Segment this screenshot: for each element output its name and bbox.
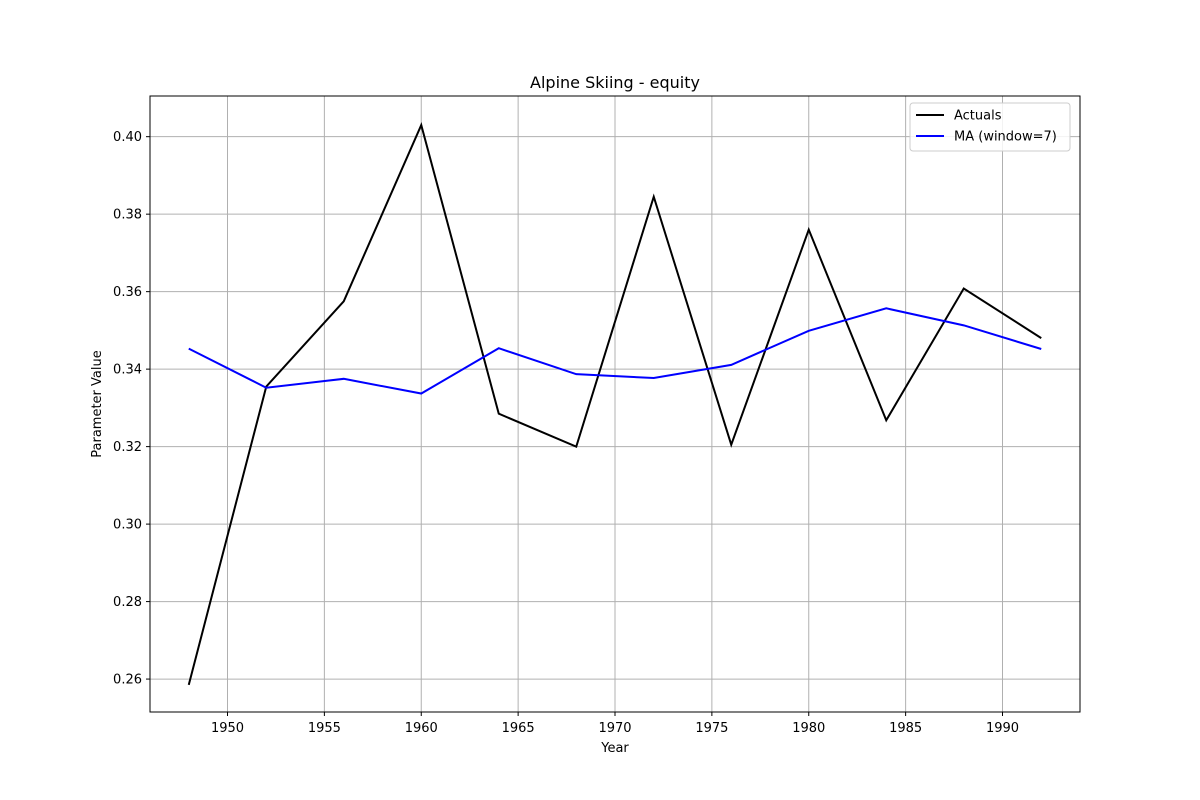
axis-ticks: 1950 1955 1960 1965 1970 1975 1980 1985 1990 0.26… (113, 130, 1019, 736)
y-tick-label: 0.28 (113, 595, 142, 610)
y-tick-label: 0.32 (113, 440, 142, 455)
x-tick-label: 1950 (211, 721, 244, 736)
y-tick-label: 0.30 (113, 518, 142, 533)
x-tick-label: 1955 (308, 721, 341, 736)
y-tick-label: 0.40 (113, 130, 142, 145)
series-layer (187, 122, 1042, 686)
x-tick-label: 1990 (986, 721, 1019, 736)
legend-label: Actuals (954, 109, 1002, 124)
y-tick-label: 0.36 (113, 285, 142, 300)
legend-box (909, 102, 1071, 152)
chart-title: Alpine Skiing - equity (530, 73, 700, 92)
y-tick-label: 0.26 (113, 673, 142, 688)
legend: Actuals MA (window=7) (909, 102, 1071, 152)
series-line-moving-average (188, 307, 1042, 395)
x-tick-label: 1975 (695, 721, 728, 736)
x-axis-title: Year (600, 741, 629, 756)
x-tick-label: 1965 (502, 721, 535, 736)
y-tick-label: 0.34 (113, 363, 142, 378)
x-tick-label: 1970 (598, 721, 631, 736)
legend-label: MA (window=7) (954, 130, 1057, 145)
x-tick-label: 1985 (889, 721, 922, 736)
y-tick-label: 0.38 (113, 208, 142, 223)
series-line-actuals (187, 122, 1042, 686)
y-axis-title: Parameter Value (90, 350, 105, 457)
grid (150, 96, 1080, 712)
x-tick-label: 1980 (792, 721, 825, 736)
x-tick-label: 1960 (405, 721, 438, 736)
